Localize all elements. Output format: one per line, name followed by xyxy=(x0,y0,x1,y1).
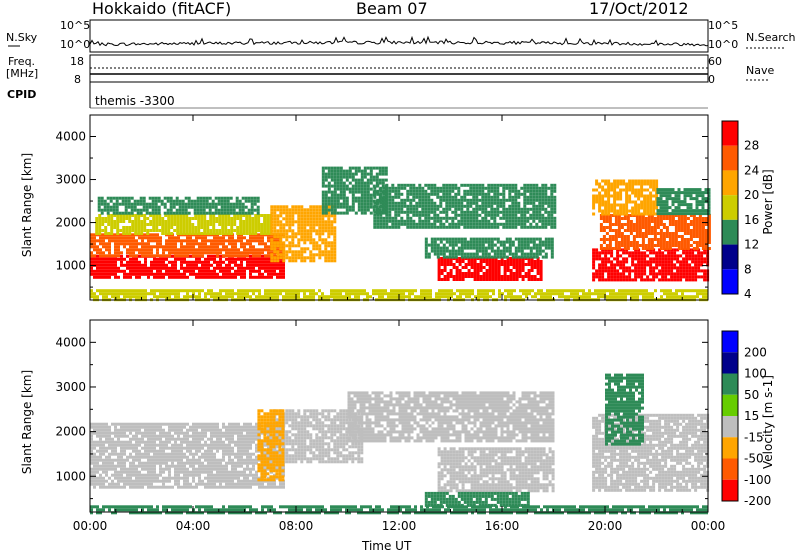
velocity-colorbar-tick: -15 xyxy=(744,430,764,444)
power-colorbar-band xyxy=(722,145,738,171)
power-colorbar-tick: 4 xyxy=(744,287,752,301)
power-region xyxy=(90,233,285,258)
nsky-trace xyxy=(89,35,709,47)
xtick-label: 12:00 xyxy=(382,519,417,533)
power-colorbar-band xyxy=(722,244,738,270)
velocity-colorbar-tick: -50 xyxy=(744,452,764,466)
velocity-region xyxy=(437,447,555,493)
power-ytick-label: 3000 xyxy=(55,173,86,187)
freq-label: Freq. xyxy=(8,55,36,68)
nsearch-tick-high: 10^5 xyxy=(708,19,739,32)
nsky-panel xyxy=(89,19,709,53)
velocity-region xyxy=(347,391,555,443)
freq-tick-high: 18 xyxy=(70,55,84,68)
velocity-colorbar-tick: 100 xyxy=(744,367,767,381)
power-region xyxy=(373,183,557,229)
velocity-colorbar-band xyxy=(722,331,738,353)
velocity-colorbar-band xyxy=(722,479,738,501)
freq-unit: [MHz] xyxy=(6,67,39,80)
velocity-colorbar-band xyxy=(722,458,738,480)
power-colorbar-tick: 20 xyxy=(744,188,759,202)
velocity-colorbar-tick: 50 xyxy=(744,388,759,402)
velocity-ytick-label: 3000 xyxy=(55,380,86,394)
power-region xyxy=(592,179,659,216)
beam-title: Beam 07 xyxy=(356,0,428,18)
power-colorbar-band xyxy=(722,219,738,245)
power-colorbar-band xyxy=(722,170,738,196)
freq-tick-low: 8 xyxy=(74,73,81,86)
power-ytick-label: 4000 xyxy=(55,130,86,144)
velocity-colorbar-tick: -100 xyxy=(744,473,771,487)
cpid-label: CPID xyxy=(7,88,37,101)
power-colorbar-band xyxy=(722,269,738,294)
velocity-colorbar-band xyxy=(722,416,738,438)
power-colorbar-tick: 8 xyxy=(744,262,752,276)
nsearch-label: N.Search xyxy=(746,31,796,44)
cpid-value: themis -3300 xyxy=(95,94,175,108)
nsky-tick-high: 10^5 xyxy=(60,19,91,32)
velocity-colorbar-band xyxy=(722,394,738,416)
power-ytick-label: 2000 xyxy=(55,216,86,230)
velocity-colorbar-tick: -200 xyxy=(744,494,771,508)
power-colorbar-band xyxy=(722,121,738,146)
velocity-region xyxy=(257,409,285,482)
power-colorbar-tick: 16 xyxy=(744,213,759,227)
power-region xyxy=(97,196,260,215)
nave-tick-low: 0 xyxy=(708,73,715,86)
nave-label: Nave xyxy=(746,64,775,77)
power-colorbar-tick: 12 xyxy=(744,238,759,252)
nsearch-tick-low: 10^0 xyxy=(708,38,739,51)
velocity-colorbar-tick: 15 xyxy=(744,409,759,423)
power-ytick-label: 1000 xyxy=(55,259,86,273)
nsky-label: N.Sky xyxy=(6,31,38,44)
velocity-colorbar-frame xyxy=(721,330,739,502)
velocity-region xyxy=(90,422,285,489)
velocity-colorbar-band xyxy=(722,352,738,374)
xtick-label: 20:00 xyxy=(588,519,623,533)
velocity-ytick-label: 1000 xyxy=(55,469,86,483)
power-colorbar-tick: 28 xyxy=(744,139,759,153)
xtick-label: 08:00 xyxy=(279,519,314,533)
power-region xyxy=(90,254,285,279)
xlabel: Time UT xyxy=(362,539,412,553)
velocity-ytick-label: 4000 xyxy=(55,335,86,349)
xtick-label: 00:00 xyxy=(691,519,726,533)
velocity-colorbar-band xyxy=(722,437,738,459)
velocity-region xyxy=(592,413,710,492)
date-title: 17/Oct/2012 xyxy=(589,0,689,18)
velocity-colorbar-tick: 200 xyxy=(744,345,767,359)
power-region xyxy=(424,237,554,259)
xtick-label: 16:00 xyxy=(485,519,520,533)
nave-tick-high: 60 xyxy=(708,55,722,68)
power-colorbar-frame xyxy=(721,120,739,295)
power-region xyxy=(437,257,543,281)
velocity-region xyxy=(424,491,530,507)
xtick-label: 00:00 xyxy=(73,519,108,533)
power-region xyxy=(656,188,711,216)
velocity-colorbar-band xyxy=(722,373,738,395)
velocity-region xyxy=(605,373,644,446)
power-region xyxy=(592,248,710,282)
power-colorbar-tick: 24 xyxy=(744,163,759,177)
power-colorbar-band xyxy=(722,195,738,220)
power-region xyxy=(599,214,711,250)
velocity-region xyxy=(90,505,708,515)
power-region xyxy=(95,214,273,235)
velocity-ytick-label: 2000 xyxy=(55,425,86,439)
nsky-tick-low: 10^0 xyxy=(60,38,91,51)
radar-title: Hokkaido (fitACF) xyxy=(92,0,232,18)
xtick-label: 04:00 xyxy=(176,519,211,533)
